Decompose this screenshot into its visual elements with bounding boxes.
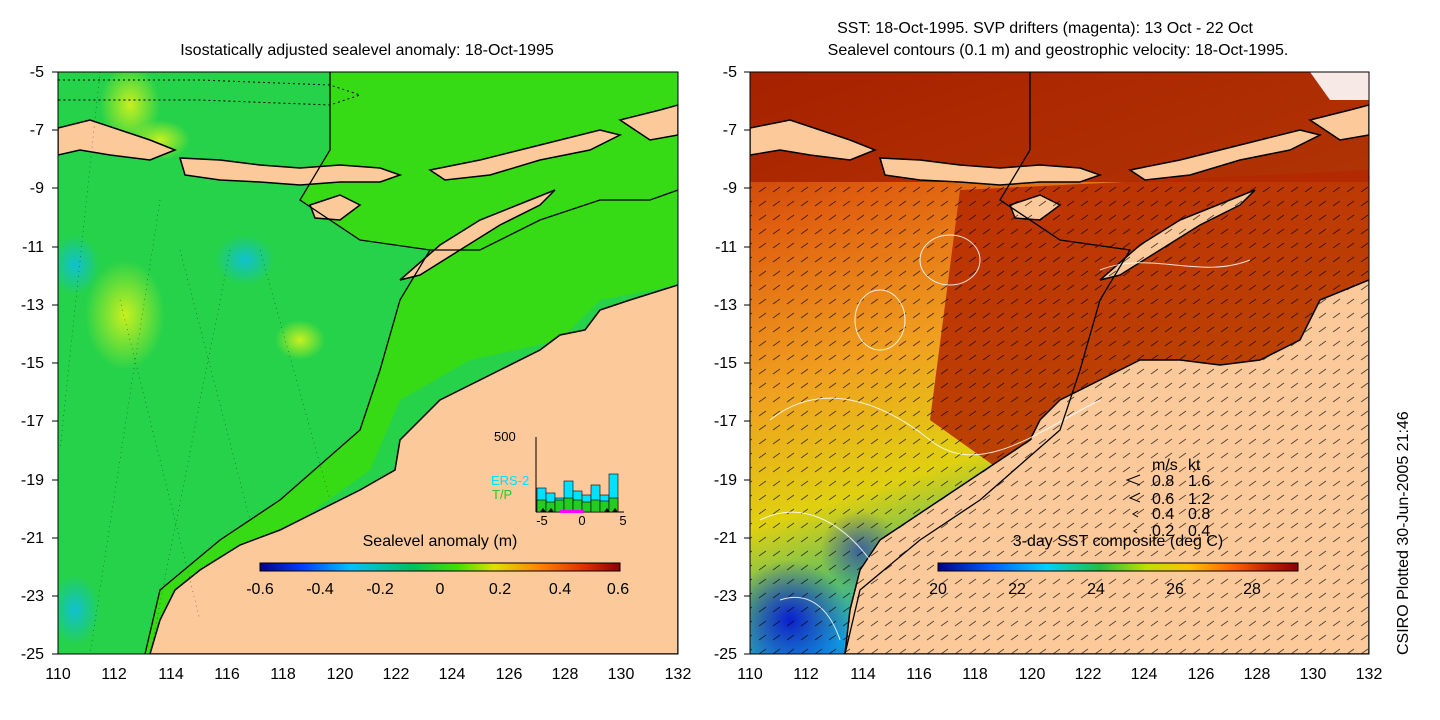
colorbar-tick-label: 0.2 [488,581,512,598]
x-tick-label: 114 [158,666,184,683]
inset-legend-tp: T/P [492,487,513,502]
right-panel-title-line1: SST: 18-Oct-1995. SVP drifters (magenta)… [837,20,1253,37]
colorbar-tick-label: 20 [929,581,947,598]
y-tick-label: -7 [722,122,737,139]
y-tick-label: -15 [20,355,44,372]
left-colorbar-label: Sealevel anomaly (m) [362,533,518,550]
velocity-legend-header-kt: kt [1188,457,1201,474]
x-tick-label: 110 [45,666,71,683]
y-tick-label: -23 [713,588,737,605]
velocity-legend-kt: 0.4 [1188,523,1211,540]
y-tick-label: -21 [20,530,44,547]
x-tick-label: 116 [906,666,932,683]
y-tick-label: -17 [713,413,737,430]
velocity-legend-ms: 0.6 [1152,491,1175,508]
right-colorbar [937,562,1299,572]
y-tick-label: -11 [715,239,737,256]
inset-histogram [535,437,624,513]
x-tick-label: 130 [607,666,635,683]
x-tick-label: 126 [1187,666,1215,683]
velocity-legend-ms: 0.2 [1152,523,1175,540]
y-tick-label: -21 [713,530,737,547]
x-tick-label: 112 [793,666,819,683]
velocity-legend-ms: 0.4 [1152,506,1175,523]
left-colorbar [259,562,621,572]
y-tick-label: -13 [20,297,44,314]
right-colorbar-label: 3-day SST composite (deg C) [1012,533,1224,550]
inset-x-label: 0 [578,513,586,528]
y-tick-label: -13 [713,297,737,314]
y-tick-label: -19 [20,472,44,489]
x-tick-label: 126 [495,666,523,683]
colorbar-tick-label: 26 [1166,581,1184,598]
colorbar-tick-label: -0.6 [246,581,274,598]
y-tick-label: -25 [20,646,44,663]
colorbar-tick-label: 0.6 [606,581,630,598]
y-tick-label: -11 [22,239,44,256]
x-tick-label: 124 [438,666,466,683]
x-tick-label: 132 [664,666,692,683]
x-tick-label: 120 [1018,666,1046,683]
left-map [58,72,678,654]
velocity-legend-kt: 1.2 [1188,491,1211,508]
x-tick-label: 110 [737,666,763,683]
colorbar-tick-label: -0.4 [306,581,334,598]
java-island-left [58,119,178,161]
velocity-legend-arrows [1125,474,1141,534]
x-tick-label: 116 [214,666,240,683]
colorbar-tick-label: 28 [1243,581,1261,598]
x-tick-label: 132 [1355,666,1383,683]
inset-legend-ers2: ERS-2 [491,473,530,488]
x-tick-label: 118 [962,666,988,683]
y-tick-label: -5 [722,64,737,81]
velocity-legend-ms: 0.8 [1152,473,1175,490]
velocity-legend-kt: 0.8 [1188,506,1211,523]
x-tick-label: 118 [270,666,296,683]
java-island-right [750,119,878,161]
x-tick-label: 114 [850,666,876,683]
inset-x-label: -5 [536,513,548,528]
x-tick-label: 124 [1130,666,1158,683]
y-tick-label: -7 [29,122,44,139]
y-tick-label: -19 [713,472,737,489]
y-tick-label: -9 [722,180,737,197]
y-tick-label: -5 [29,64,44,81]
x-tick-label: 122 [382,666,410,683]
y-tick-label: -17 [20,413,44,430]
y-tick-label: -23 [20,588,44,605]
x-tick-label: 128 [551,666,579,683]
y-tick-label: -25 [713,646,737,663]
y-tick-label: -15 [713,355,737,372]
right-map [750,72,1369,654]
velocity-legend-kt: 1.6 [1188,473,1211,490]
colorbar-tick-label: -0.2 [366,581,394,598]
colorbar-tick-label: 22 [1008,581,1026,598]
inset-y-label: 500 [494,429,516,444]
x-tick-label: 122 [1074,666,1102,683]
timor-island-left [399,189,556,281]
inset-x-label: 5 [619,513,627,528]
x-tick-label: 120 [326,666,354,683]
y-tick-label: -9 [29,180,44,197]
colorbar-tick-label: 0 [435,581,445,598]
x-tick-label: 128 [1243,666,1271,683]
plot-credit: CSIRO Plotted 30-Jun-2005 21:46 [1395,411,1412,655]
left-panel-title: Isostatically adjusted sealevel anomaly:… [180,42,554,59]
colorbar-tick-label: 24 [1087,581,1105,598]
velocity-legend-header-ms: m/s [1152,457,1178,474]
right-panel-title-line2: Sealevel contours (0.1 m) and geostrophi… [827,42,1289,59]
x-tick-label: 130 [1299,666,1327,683]
australia-land-left [149,284,678,654]
colorbar-tick-label: 0.4 [548,581,572,598]
x-tick-label: 112 [101,666,127,683]
